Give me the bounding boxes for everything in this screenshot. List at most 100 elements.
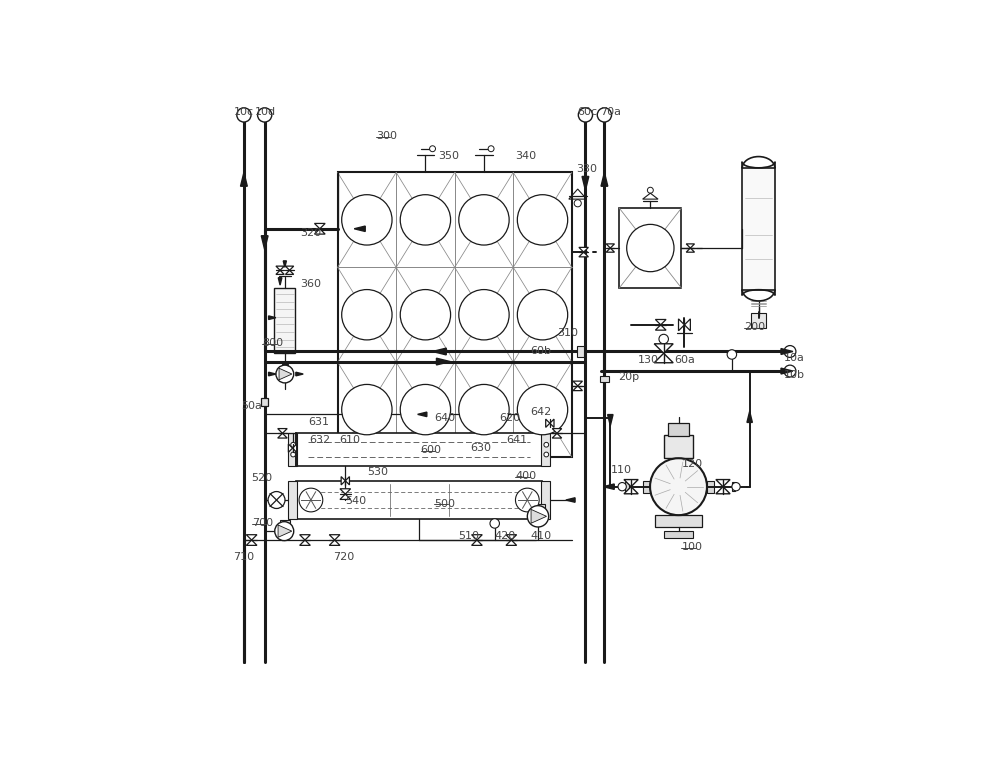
Text: 800: 800 bbox=[262, 339, 283, 349]
Bar bbox=[600, 376, 609, 382]
Circle shape bbox=[732, 483, 740, 490]
Polygon shape bbox=[276, 266, 284, 270]
Circle shape bbox=[459, 384, 509, 435]
Polygon shape bbox=[329, 534, 340, 540]
Bar bbox=[296, 434, 542, 466]
Circle shape bbox=[275, 521, 294, 541]
Polygon shape bbox=[314, 229, 325, 234]
Circle shape bbox=[515, 488, 539, 512]
Polygon shape bbox=[261, 236, 268, 249]
Polygon shape bbox=[278, 434, 287, 438]
Text: 400: 400 bbox=[515, 470, 537, 480]
Polygon shape bbox=[296, 372, 303, 376]
Polygon shape bbox=[716, 487, 730, 494]
Circle shape bbox=[517, 195, 568, 245]
Text: 700: 700 bbox=[252, 518, 273, 528]
Bar bbox=[707, 480, 714, 493]
Bar bbox=[274, 288, 295, 353]
Polygon shape bbox=[340, 489, 351, 494]
Circle shape bbox=[342, 290, 392, 340]
Polygon shape bbox=[506, 540, 517, 545]
Polygon shape bbox=[573, 381, 582, 386]
Polygon shape bbox=[579, 252, 588, 257]
Text: 200: 200 bbox=[744, 323, 765, 333]
Polygon shape bbox=[278, 429, 287, 434]
Polygon shape bbox=[624, 487, 638, 494]
Polygon shape bbox=[300, 534, 310, 540]
Polygon shape bbox=[686, 244, 695, 248]
Bar bbox=[280, 521, 290, 529]
Polygon shape bbox=[246, 540, 257, 545]
Circle shape bbox=[650, 458, 707, 515]
Polygon shape bbox=[279, 368, 292, 380]
Circle shape bbox=[430, 146, 435, 152]
Text: 50a: 50a bbox=[242, 400, 262, 410]
Text: 60c: 60c bbox=[578, 107, 598, 117]
Text: 631: 631 bbox=[308, 417, 329, 427]
Polygon shape bbox=[269, 372, 276, 376]
Circle shape bbox=[544, 452, 549, 457]
Bar bbox=[751, 313, 766, 327]
Circle shape bbox=[784, 365, 796, 377]
Text: 420: 420 bbox=[495, 531, 516, 541]
Polygon shape bbox=[603, 484, 614, 490]
Bar bbox=[619, 208, 681, 288]
Polygon shape bbox=[601, 172, 608, 186]
Text: 60b: 60b bbox=[530, 346, 551, 357]
Bar bbox=[282, 364, 288, 373]
Text: 110: 110 bbox=[610, 465, 631, 475]
Polygon shape bbox=[241, 172, 247, 186]
Text: 60a: 60a bbox=[674, 355, 695, 365]
Polygon shape bbox=[341, 477, 345, 485]
Circle shape bbox=[727, 350, 737, 359]
Circle shape bbox=[647, 187, 653, 193]
Polygon shape bbox=[354, 226, 365, 232]
Circle shape bbox=[618, 483, 626, 490]
Polygon shape bbox=[278, 525, 292, 537]
Circle shape bbox=[459, 195, 509, 245]
Bar bbox=[655, 515, 702, 527]
Text: 310: 310 bbox=[557, 328, 578, 338]
Circle shape bbox=[488, 146, 494, 152]
Text: 130: 130 bbox=[638, 355, 659, 365]
Circle shape bbox=[517, 384, 568, 435]
Circle shape bbox=[237, 108, 251, 122]
Polygon shape bbox=[285, 270, 294, 274]
Bar bbox=[296, 480, 542, 519]
Polygon shape bbox=[606, 248, 614, 253]
Polygon shape bbox=[686, 248, 695, 253]
Text: 320: 320 bbox=[300, 228, 321, 238]
Circle shape bbox=[276, 365, 294, 383]
Polygon shape bbox=[472, 540, 482, 545]
Polygon shape bbox=[278, 278, 282, 285]
Text: 632: 632 bbox=[310, 435, 331, 445]
Circle shape bbox=[291, 442, 295, 447]
Polygon shape bbox=[288, 444, 293, 452]
Text: 600: 600 bbox=[421, 445, 442, 455]
Circle shape bbox=[342, 195, 392, 245]
Polygon shape bbox=[608, 414, 613, 426]
Bar bbox=[742, 168, 775, 290]
Text: 100: 100 bbox=[681, 542, 702, 552]
Bar bbox=[577, 346, 584, 357]
Circle shape bbox=[517, 290, 568, 340]
Text: 10d: 10d bbox=[255, 107, 276, 117]
Text: 530: 530 bbox=[367, 467, 388, 477]
Polygon shape bbox=[432, 348, 446, 355]
Polygon shape bbox=[579, 247, 588, 252]
Polygon shape bbox=[606, 244, 614, 248]
Text: 510: 510 bbox=[458, 531, 479, 541]
Circle shape bbox=[342, 384, 392, 435]
Bar bbox=[541, 480, 550, 519]
Text: 350: 350 bbox=[438, 150, 459, 160]
Circle shape bbox=[459, 290, 509, 340]
Polygon shape bbox=[300, 540, 310, 545]
Polygon shape bbox=[624, 480, 638, 487]
Bar bbox=[338, 172, 572, 457]
Text: 630: 630 bbox=[470, 444, 491, 454]
Polygon shape bbox=[655, 325, 666, 330]
Text: 642: 642 bbox=[530, 407, 552, 417]
Text: 300: 300 bbox=[376, 131, 397, 141]
Circle shape bbox=[659, 334, 668, 343]
Text: 710: 710 bbox=[233, 552, 254, 562]
